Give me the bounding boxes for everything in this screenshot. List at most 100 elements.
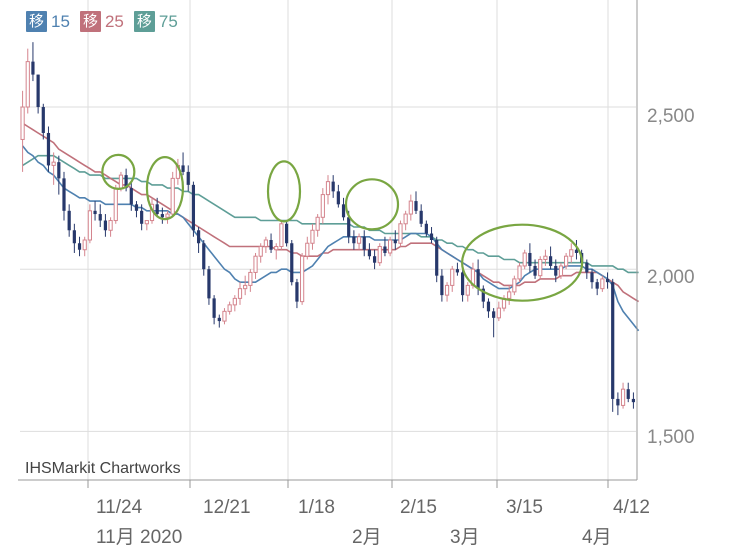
candle-up [512, 278, 517, 293]
period-label: 2月 [352, 527, 382, 548]
legend-tag: 移 [133, 11, 155, 32]
x-tick-label: 2/15 [400, 497, 437, 518]
candle-down [341, 204, 346, 218]
candle-down [57, 162, 61, 179]
candle-down [362, 236, 366, 250]
candle-up [538, 258, 543, 277]
candle-down [207, 269, 211, 299]
candle-up [227, 304, 232, 312]
candle-up [263, 239, 268, 247]
candle-down [41, 107, 45, 133]
y-tick-label: 1,500 [647, 427, 695, 448]
candle-down [181, 165, 185, 172]
candle-up [620, 388, 626, 406]
candle-down [424, 223, 428, 234]
candle-down [590, 272, 594, 283]
y-tick-label: 2,500 [647, 106, 695, 127]
candle-up [320, 194, 325, 218]
candle-up [600, 278, 605, 290]
y-tick-label: 2,000 [647, 267, 695, 288]
candle-up [82, 239, 87, 251]
candle-down [486, 301, 491, 312]
candle-down [295, 282, 299, 302]
candle-down [574, 249, 579, 253]
highlight-ellipse [344, 178, 400, 231]
legend-value: 15 [51, 11, 70, 31]
candle-down [160, 214, 164, 218]
candle-down [31, 61, 35, 75]
candle-down [336, 191, 340, 205]
candle-up [398, 223, 403, 244]
candle-down [77, 243, 82, 250]
highlight-ellipse [266, 160, 302, 223]
candle-up [496, 307, 501, 319]
candle-down [585, 262, 589, 273]
candle-up [388, 239, 393, 254]
candle-down [367, 249, 372, 257]
candle-down [605, 278, 610, 283]
candle-down [134, 204, 139, 211]
candle-down [202, 243, 206, 270]
candle-up [305, 242, 310, 257]
candle-up [444, 284, 450, 296]
candle-down [93, 210, 97, 215]
ma15-line [21, 145, 640, 332]
candle-down [414, 201, 418, 211]
candle-up [170, 177, 175, 215]
candle-down [419, 210, 423, 224]
candle-down [129, 188, 133, 205]
candle-up [507, 291, 512, 299]
highlight-ellipses [101, 153, 584, 302]
legend-tag: 移 [26, 11, 48, 32]
candle-up [408, 200, 413, 215]
candle-down [196, 230, 201, 244]
candle-down [429, 233, 434, 240]
candle-down [393, 240, 397, 244]
legend-value: 75 [158, 11, 178, 31]
candle-down [616, 398, 620, 406]
legend-item-ma25[interactable]: 移 25 [79, 11, 124, 32]
candle-down [72, 230, 76, 244]
candle-up [315, 216, 320, 231]
candle-up [144, 220, 149, 225]
candle-up [258, 245, 263, 257]
candle-up [403, 213, 408, 225]
candle-down [140, 210, 144, 224]
candle-down [347, 217, 351, 237]
candle-up [377, 245, 382, 264]
candle-up [543, 255, 548, 260]
candle-down [435, 240, 439, 276]
candle-down [103, 220, 108, 231]
candle-down [98, 214, 102, 221]
candle-down [217, 317, 221, 322]
legend-item-ma15[interactable]: 移 15 [26, 11, 70, 32]
candle-up [522, 252, 527, 267]
candle-down [548, 256, 553, 266]
candle-up [108, 220, 113, 231]
candle-down [191, 184, 196, 231]
candle-down [372, 256, 377, 263]
candle-up [87, 210, 92, 241]
candle-up [165, 213, 170, 218]
highlight-ellipse [101, 153, 136, 190]
candle-up [25, 61, 30, 108]
candle-down [155, 204, 159, 215]
candle-down [290, 243, 294, 283]
period-label: 11月 2020 [96, 527, 182, 548]
candle-up [300, 255, 305, 303]
x-tick-label: 12/21 [203, 497, 251, 518]
legend-item-ma75[interactable]: 移 75 [133, 11, 178, 32]
period-label: 3月 [450, 527, 480, 548]
candle-down [36, 74, 40, 108]
candle-down [186, 171, 190, 185]
candle-up [51, 161, 56, 166]
highlight-ellipse [145, 156, 185, 221]
candle-up [564, 255, 569, 267]
candle-down [212, 298, 216, 318]
candle-down [476, 269, 480, 289]
watermark: IHSMarkit Chartworks [25, 460, 181, 477]
highlight-ellipse [461, 223, 584, 302]
candle-up [325, 181, 331, 196]
candle-up [113, 187, 118, 222]
